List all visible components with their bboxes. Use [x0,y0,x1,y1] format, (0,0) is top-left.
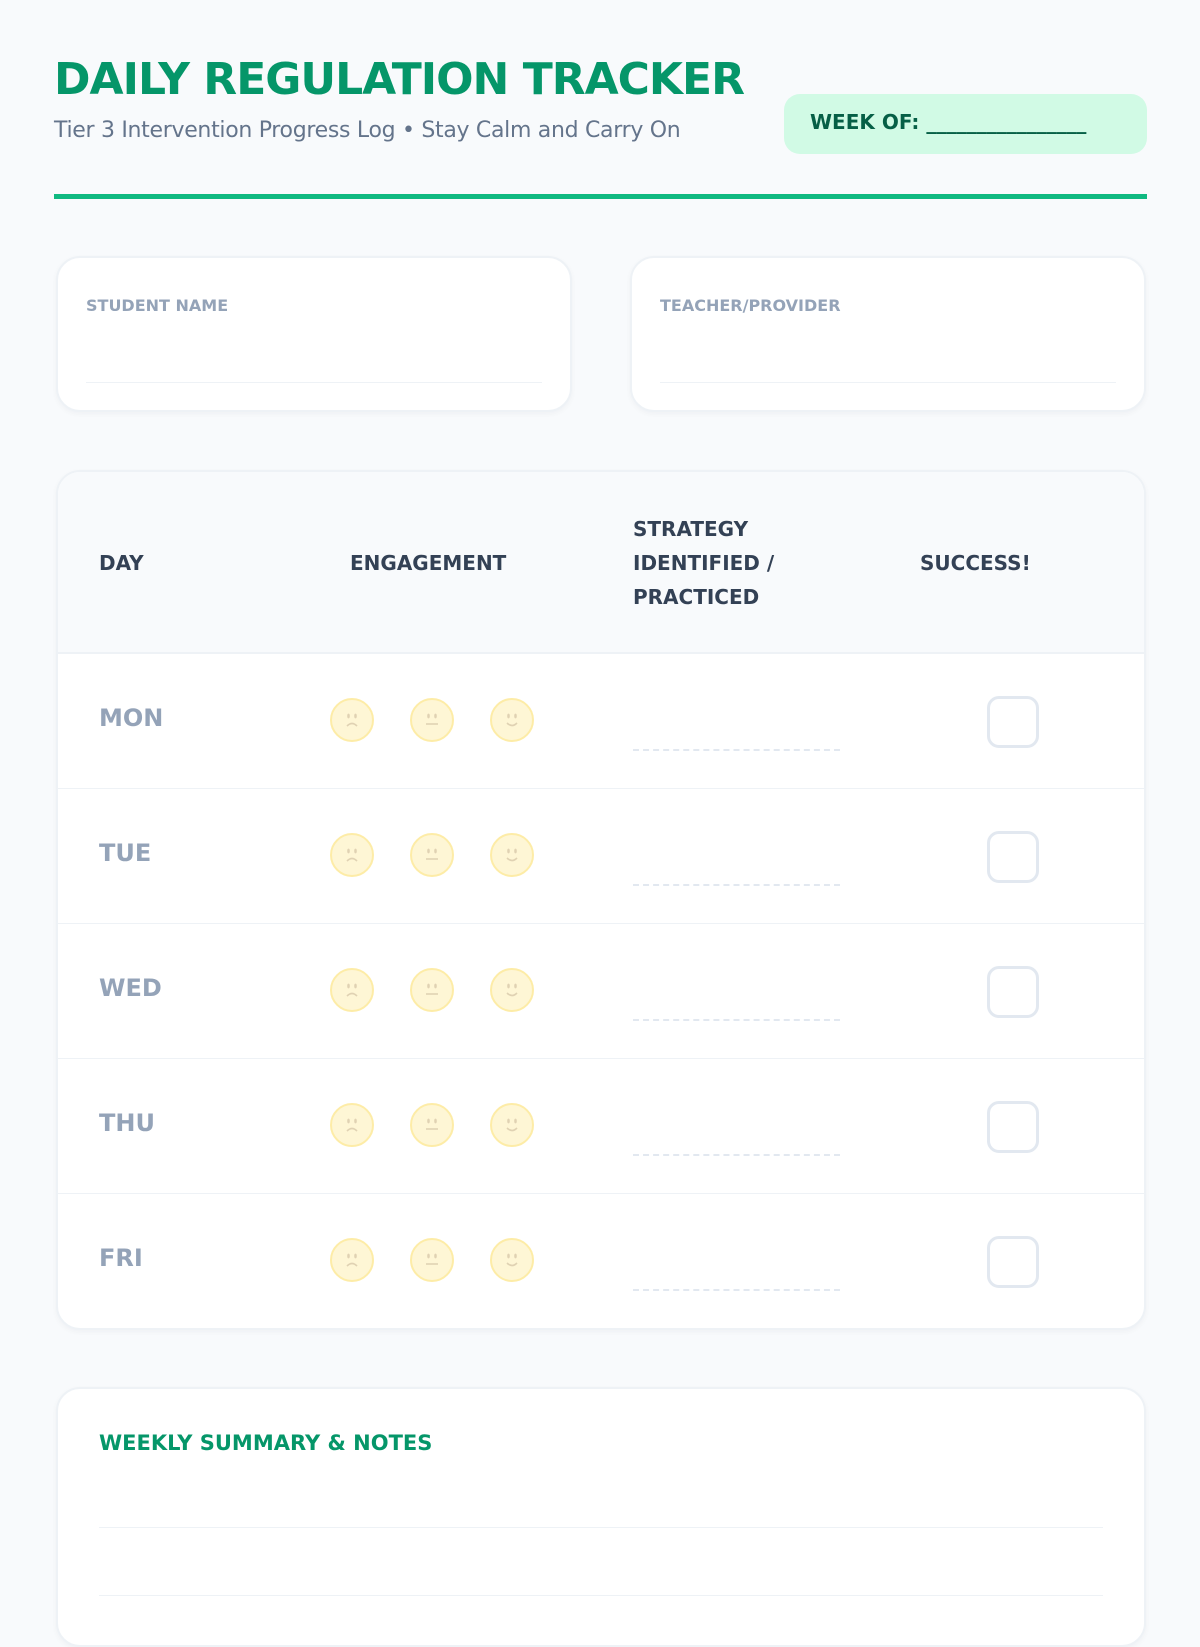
table-row: WED [58,924,1144,1059]
sad-face-icon[interactable] [330,968,374,1012]
header-strategy-line: PRACTICED [633,585,760,609]
teacher-card[interactable]: TEACHER/PROVIDER [630,256,1146,412]
sad-face-icon[interactable] [330,833,374,877]
student-name-label: STUDENT NAME [86,296,229,315]
summary-title: WEEKLY SUMMARY & NOTES [99,1431,433,1455]
header-divider [54,194,1147,199]
table-row: TUE [58,789,1144,924]
day-label: TUE [99,839,152,867]
table-header: DAY ENGAGEMENT STRATEGY IDENTIFIED / PRA… [58,472,1144,654]
success-checkbox[interactable] [987,1101,1039,1153]
summary-line [99,1527,1103,1528]
strategy-input-line[interactable] [633,1154,840,1156]
page-subtitle: Tier 3 Intervention Progress Log • Stay … [54,118,681,143]
strategy-input-line[interactable] [633,884,840,886]
page-title: DAILY REGULATION TRACKER [54,54,745,105]
success-checkbox[interactable] [987,831,1039,883]
table-row: FRI [58,1194,1144,1329]
header-day: DAY [99,551,144,575]
neutral-face-icon[interactable] [410,1103,454,1147]
header-strategy-line: IDENTIFIED / [633,551,775,575]
success-checkbox[interactable] [987,966,1039,1018]
teacher-label: TEACHER/PROVIDER [660,296,841,315]
happy-face-icon[interactable] [490,698,534,742]
day-label: MON [99,704,164,732]
student-name-line [86,382,542,383]
table-row: MON [58,654,1144,789]
happy-face-icon[interactable] [490,1238,534,1282]
strategy-input-line[interactable] [633,749,840,751]
happy-face-icon[interactable] [490,1103,534,1147]
weekly-summary-card[interactable]: WEEKLY SUMMARY & NOTES [56,1387,1146,1647]
week-of-field[interactable]: WEEK OF: ________________ [784,94,1147,154]
summary-line [99,1595,1103,1596]
table-row: THU [58,1059,1144,1194]
header-success: SUCCESS! [920,551,1031,575]
success-checkbox[interactable] [987,696,1039,748]
neutral-face-icon[interactable] [410,698,454,742]
day-label: FRI [99,1244,143,1272]
sad-face-icon[interactable] [330,698,374,742]
tracker-table: DAY ENGAGEMENT STRATEGY IDENTIFIED / PRA… [56,470,1146,1330]
neutral-face-icon[interactable] [410,833,454,877]
strategy-input-line[interactable] [633,1019,840,1021]
neutral-face-icon[interactable] [410,968,454,1012]
sad-face-icon[interactable] [330,1238,374,1282]
happy-face-icon[interactable] [490,833,534,877]
day-label: THU [99,1109,155,1137]
header-strategy: STRATEGY IDENTIFIED / PRACTICED [633,512,774,614]
sad-face-icon[interactable] [330,1103,374,1147]
strategy-input-line[interactable] [633,1289,840,1291]
header-strategy-line: STRATEGY [633,517,749,541]
neutral-face-icon[interactable] [410,1238,454,1282]
teacher-line [660,382,1116,383]
happy-face-icon[interactable] [490,968,534,1012]
day-label: WED [99,974,162,1002]
student-name-card[interactable]: STUDENT NAME [56,256,572,412]
header-engagement: ENGAGEMENT [350,551,507,575]
success-checkbox[interactable] [987,1236,1039,1288]
